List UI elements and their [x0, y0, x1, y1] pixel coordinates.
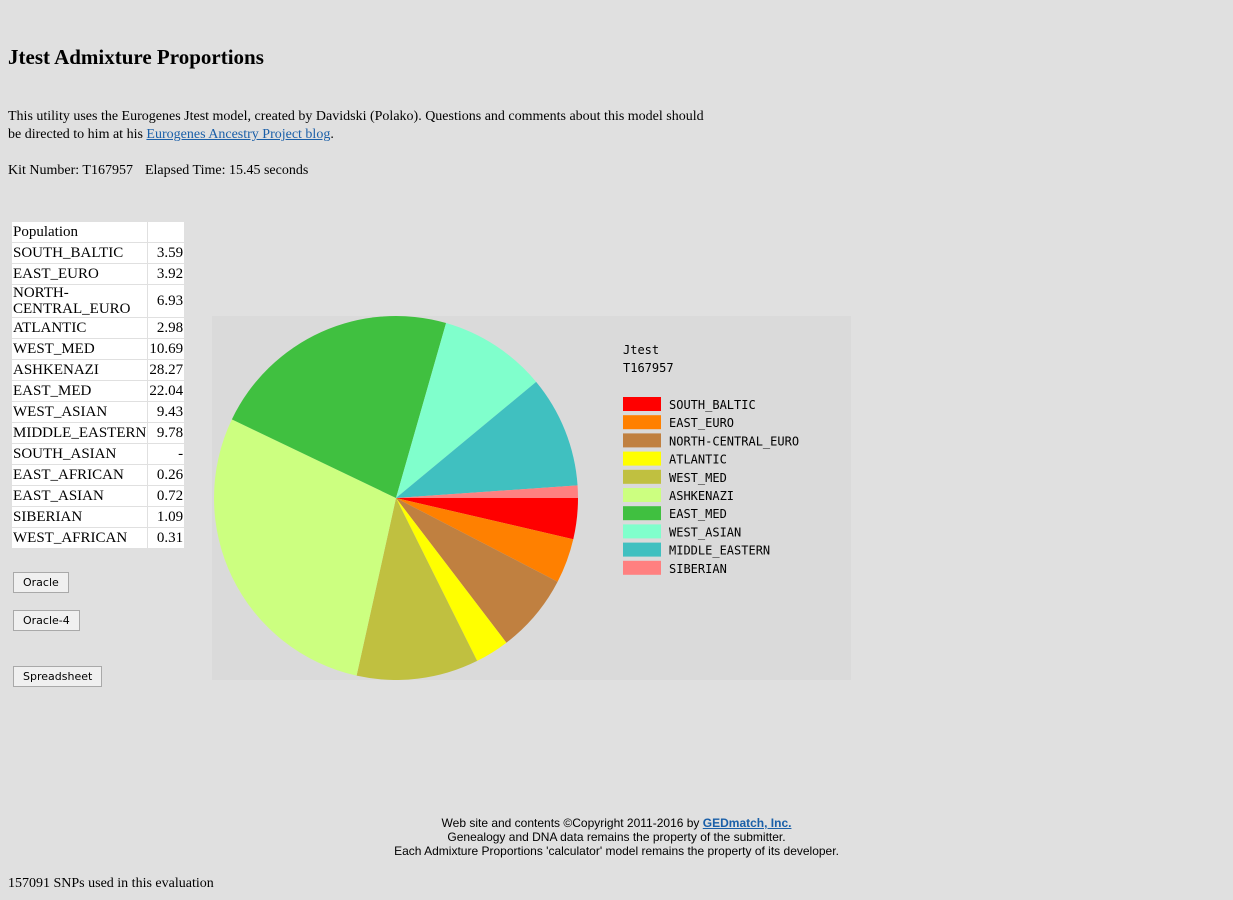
footer-calculator-note: Each Admixture Proportions 'calculator' …	[394, 844, 839, 858]
table-row: SIBERIAN 1.09	[12, 507, 185, 527]
intro-text-start: This utility uses the Eurogenes Jtest mo…	[8, 109, 704, 142]
legend-label: EAST_MED	[669, 507, 727, 521]
legend-swatch	[623, 433, 661, 448]
chart-title: Jtest	[623, 343, 659, 357]
pie-slice-ashkenazi	[214, 419, 396, 676]
population-value: -	[148, 444, 185, 464]
population-name: EAST_MED	[12, 381, 148, 401]
pie-slice-west-asian	[396, 323, 537, 498]
legend-label: ASHKENAZI	[669, 489, 734, 503]
pie-slice-siberian	[396, 485, 578, 498]
table-row: ATLANTIC 2.98	[12, 318, 185, 338]
population-value: 0.26	[148, 465, 185, 485]
population-value: 6.93	[148, 285, 185, 317]
population-value: 22.04	[148, 381, 185, 401]
table-row: WEST_AFRICAN 0.31	[12, 528, 185, 548]
population-value: 0.72	[148, 486, 185, 506]
pie-slice-middle-eastern	[396, 381, 578, 498]
page-title: Jtest Admixture Proportions	[8, 45, 264, 69]
population-name: MIDDLE_EASTERN	[12, 423, 148, 443]
chart-subtitle: T167957	[623, 361, 674, 375]
oracle-button[interactable]: Oracle	[13, 572, 69, 593]
legend-swatch	[623, 451, 661, 466]
legend-swatch	[623, 524, 661, 539]
population-name: SOUTH_BALTIC	[12, 243, 148, 263]
population-header: Population	[12, 222, 148, 242]
snp-count: 157091 SNPs used in this evaluation	[8, 876, 214, 891]
table-header-row: Population	[12, 222, 185, 242]
population-name: ATLANTIC	[12, 318, 148, 338]
population-value: 1.09	[148, 507, 185, 527]
table-row: SOUTH_BALTIC 3.59	[12, 243, 185, 263]
table-row: EAST_AFRICAN 0.26	[12, 465, 185, 485]
table-row: NORTH-CENTRAL_EURO 6.93	[12, 285, 185, 317]
legend-swatch	[623, 488, 661, 502]
legend-swatch	[623, 469, 661, 484]
copyright-text: Web site and contents ©Copyright 2011-20…	[441, 816, 703, 830]
population-value: 9.78	[148, 423, 185, 443]
population-name: NORTH-CENTRAL_EURO	[12, 285, 148, 317]
population-value: 3.59	[148, 243, 185, 263]
legend-label: ATLANTIC	[669, 453, 727, 467]
population-name: EAST_EURO	[12, 264, 148, 284]
legend-label: MIDDLE_EASTERN	[669, 544, 770, 558]
table-row: MIDDLE_EASTERN 9.78	[12, 423, 185, 443]
table-row: WEST_ASIAN 9.43	[12, 402, 185, 422]
population-name: WEST_AFRICAN	[12, 528, 148, 548]
table-row: ASHKENAZI 28.27	[12, 360, 185, 380]
kit-info: Kit Number: T167957 Elapsed Time: 15.45 s…	[8, 163, 308, 179]
legend-label: SIBERIAN	[669, 562, 727, 576]
population-value: 10.69	[148, 339, 185, 359]
pie-slice-north-central-euro	[396, 498, 558, 643]
population-value: 9.43	[148, 402, 185, 422]
table-row: EAST_MED 22.04	[12, 381, 185, 401]
pie-slice-east-euro	[396, 498, 574, 582]
table-row: EAST_ASIAN 0.72	[12, 486, 185, 506]
pie-slice-south-baltic	[396, 498, 578, 540]
table-row: WEST_MED 10.69	[12, 339, 185, 359]
population-name: WEST_MED	[12, 339, 148, 359]
table-row: EAST_EURO 3.92	[12, 264, 185, 284]
population-value: 0.31	[148, 528, 185, 548]
population-value: 2.98	[148, 318, 185, 338]
population-name: ASHKENAZI	[12, 360, 148, 380]
intro-text-end: .	[330, 127, 334, 142]
population-name: EAST_AFRICAN	[12, 465, 148, 485]
population-name: WEST_ASIAN	[12, 402, 148, 422]
footer: Web site and contents ©Copyright 2011-20…	[0, 816, 1233, 858]
spreadsheet-button[interactable]: Spreadsheet	[13, 666, 103, 687]
legend-swatch	[623, 506, 661, 521]
eurogenes-blog-link[interactable]: Eurogenes Ancestry Project blog	[146, 127, 331, 142]
oracle-4-button[interactable]: Oracle-4	[13, 610, 80, 631]
kit-number: Kit Number: T167957	[8, 163, 133, 178]
pie-slice-west-med	[356, 498, 478, 680]
legend-label: SOUTH_BALTIC	[669, 398, 756, 412]
footer-copyright: Web site and contents ©Copyright 2011-20…	[0, 816, 1233, 830]
pie-slice-atlantic	[396, 498, 507, 661]
population-value: 3.92	[148, 264, 185, 284]
pie-chart-panel: Jtest T167957 SOUTH_BALTIC EAST_EURO NORTH-C…	[212, 316, 851, 680]
legend-label: WEST_ASIAN	[669, 525, 741, 539]
pie-chart: Jtest T167957 SOUTH_BALTIC EAST_EURO NORTH-C…	[214, 316, 799, 680]
legend-label: NORTH-CENTRAL_EURO	[669, 434, 799, 448]
value-header	[148, 222, 185, 242]
gedmatch-link[interactable]: GEDmatch, Inc.	[702, 816, 792, 830]
footer-genealogy-note: Genealogy and DNA data remains the prope…	[447, 830, 786, 844]
elapsed-time: Elapsed Time: 15.45 seconds	[144, 163, 309, 178]
intro-text: This utility uses the Eurogenes Jtest mo…	[8, 108, 708, 144]
legend-swatch	[623, 415, 661, 430]
population-value: 28.27	[148, 360, 185, 380]
pie-slice-east-med	[231, 316, 447, 498]
population-table: Population SOUTH_BALTIC 3.59 EAST_EURO 3.92…	[11, 221, 186, 549]
legend-swatch	[623, 542, 661, 557]
legend-swatch	[623, 560, 661, 575]
population-name: SOUTH_ASIAN	[12, 444, 148, 464]
population-name: EAST_ASIAN	[12, 486, 148, 506]
population-name: SIBERIAN	[12, 507, 148, 527]
legend-label: WEST_MED	[669, 471, 727, 485]
legend-label: EAST_EURO	[669, 416, 734, 430]
table-row: SOUTH_ASIAN -	[12, 444, 185, 464]
legend-swatch	[623, 397, 661, 411]
